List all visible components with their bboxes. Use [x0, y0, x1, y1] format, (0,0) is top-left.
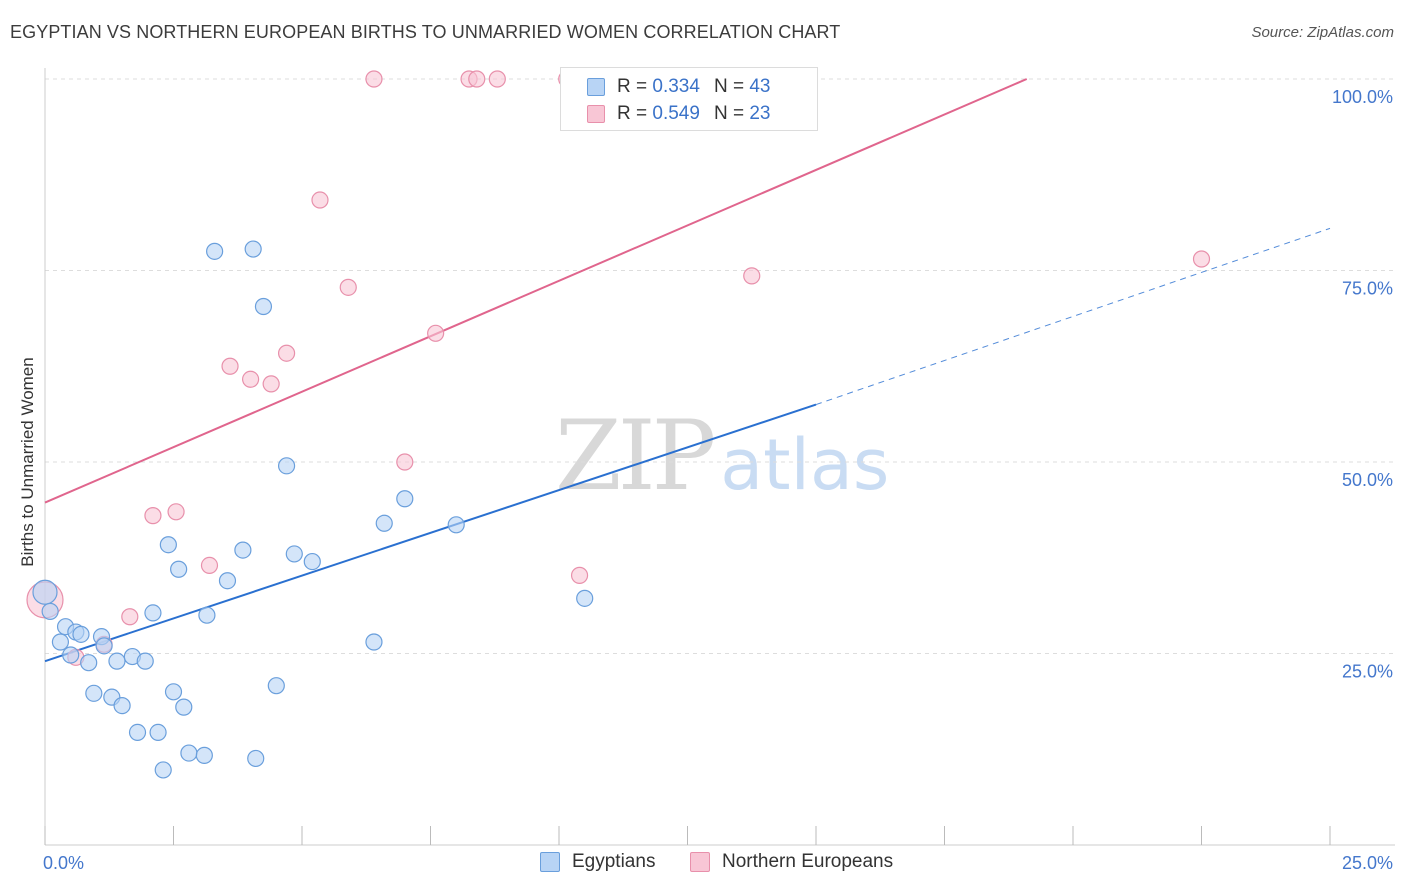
- data-points: [26, 70, 1211, 779]
- egyptians-point: [128, 723, 147, 741]
- egyptians-point: [149, 723, 167, 741]
- legend-n-label: N =: [713, 103, 745, 124]
- egyptians-point: [195, 746, 213, 764]
- x-tick-label: 25.0%: [1342, 853, 1393, 873]
- northern-point: [427, 324, 445, 342]
- northern-legend-label: Northern Europeans: [722, 851, 894, 872]
- northern-legend-swatch: [690, 852, 710, 872]
- legend-n-value: 43: [749, 76, 771, 97]
- chart-title: EGYPTIAN VS NORTHERN EUROPEAN BIRTHS TO …: [10, 22, 841, 42]
- egyptians-point: [396, 490, 414, 508]
- northern-point: [277, 344, 296, 362]
- y-tick-label: 25.0%: [1342, 662, 1393, 682]
- egyptians-point: [72, 625, 90, 643]
- egyptians-point: [80, 654, 98, 672]
- egyptians-trend-extension: [815, 227, 1331, 406]
- egyptians-point: [113, 696, 131, 715]
- egyptians-swatch: [587, 78, 605, 96]
- egyptians-point: [198, 606, 216, 624]
- legend-r-label: R =: [617, 76, 648, 97]
- northern-point: [242, 370, 260, 388]
- trend-lines: [44, 78, 1331, 663]
- northern-swatch: [587, 105, 605, 123]
- northern-trend-line: [44, 78, 1028, 504]
- northern-point: [1192, 250, 1211, 268]
- legend-item-egyptians[interactable]: Egyptians: [540, 851, 655, 873]
- egyptians-point: [180, 744, 198, 762]
- egyptians-point: [154, 761, 172, 779]
- legend-r-value: 0.334: [652, 76, 700, 97]
- northern-point: [488, 70, 506, 88]
- y-tick-label: 75.0%: [1342, 279, 1393, 299]
- egyptians-point: [62, 646, 80, 664]
- legend-n-label: N =: [713, 76, 745, 97]
- egyptians-point: [85, 684, 103, 702]
- axes: [44, 68, 1395, 846]
- northern-point: [311, 191, 329, 209]
- egyptians-point: [365, 633, 383, 651]
- egyptians-trend-line: [44, 403, 817, 663]
- northern-point: [121, 608, 139, 626]
- egyptians-point: [247, 749, 265, 768]
- egyptians-point: [277, 457, 296, 475]
- correlation-legend: R = 0.334 N = 43 R = 0.549 N = 23: [560, 67, 818, 131]
- northern-point: [262, 375, 280, 393]
- egyptians-point: [32, 579, 58, 605]
- legend-item-northern[interactable]: Northern Europeans: [690, 851, 893, 873]
- egyptians-point: [303, 552, 321, 571]
- egyptians-point: [51, 633, 70, 651]
- legend-row-egyptians: R = 0.334 N = 43: [561, 74, 770, 100]
- series-legend: Egyptians Northern Europeans: [0, 851, 1406, 877]
- egyptians-point: [375, 514, 393, 532]
- egyptians-point: [95, 637, 113, 655]
- egyptians-legend-label: Egyptians: [572, 851, 656, 872]
- egyptians-point: [144, 604, 162, 622]
- egyptians-point: [108, 652, 126, 670]
- egyptians-point: [164, 683, 183, 701]
- legend-n-value: 23: [749, 103, 771, 124]
- northern-point: [167, 503, 185, 521]
- northern-point: [144, 507, 162, 525]
- egyptians-point: [41, 602, 59, 620]
- egyptians-point: [267, 677, 285, 695]
- egyptians-point: [234, 541, 252, 559]
- axis-labels: 100.0% 75.0% 50.0% 25.0% 0.0% 25.0% Births to …: [18, 87, 1393, 873]
- gridlines: [45, 78, 1395, 654]
- northern-point: [365, 70, 383, 88]
- northern-point: [570, 566, 589, 584]
- y-tick-label: 100.0%: [1332, 87, 1393, 107]
- source-credit: Source: ZipAtlas.com: [1251, 24, 1394, 41]
- egyptians-point: [285, 545, 303, 563]
- northern-point: [468, 70, 486, 88]
- egyptians-point: [447, 516, 465, 534]
- x-tick-label: 0.0%: [43, 853, 84, 873]
- egyptians-point: [206, 242, 224, 260]
- northern-point: [200, 556, 219, 575]
- egyptians-point: [159, 536, 177, 554]
- egyptians-point: [218, 572, 237, 590]
- northern-point: [396, 453, 414, 471]
- y-axis-label: Births to Unmarried Women: [18, 357, 37, 566]
- egyptians-legend-swatch: [540, 852, 560, 872]
- egyptians-point: [576, 589, 594, 607]
- northern-point: [743, 267, 761, 285]
- northern-point: [221, 357, 239, 375]
- egyptians-point: [254, 297, 273, 316]
- y-tick-label: 50.0%: [1342, 470, 1393, 490]
- legend-row-northern: R = 0.549 N = 23: [561, 101, 770, 127]
- egyptians-point: [244, 240, 262, 258]
- legend-r-value: 0.549: [652, 103, 700, 124]
- egyptians-point: [170, 560, 188, 578]
- egyptians-point: [175, 698, 193, 716]
- legend-r-label: R =: [617, 103, 648, 124]
- egyptians-point: [136, 652, 154, 670]
- northern-point: [339, 278, 357, 296]
